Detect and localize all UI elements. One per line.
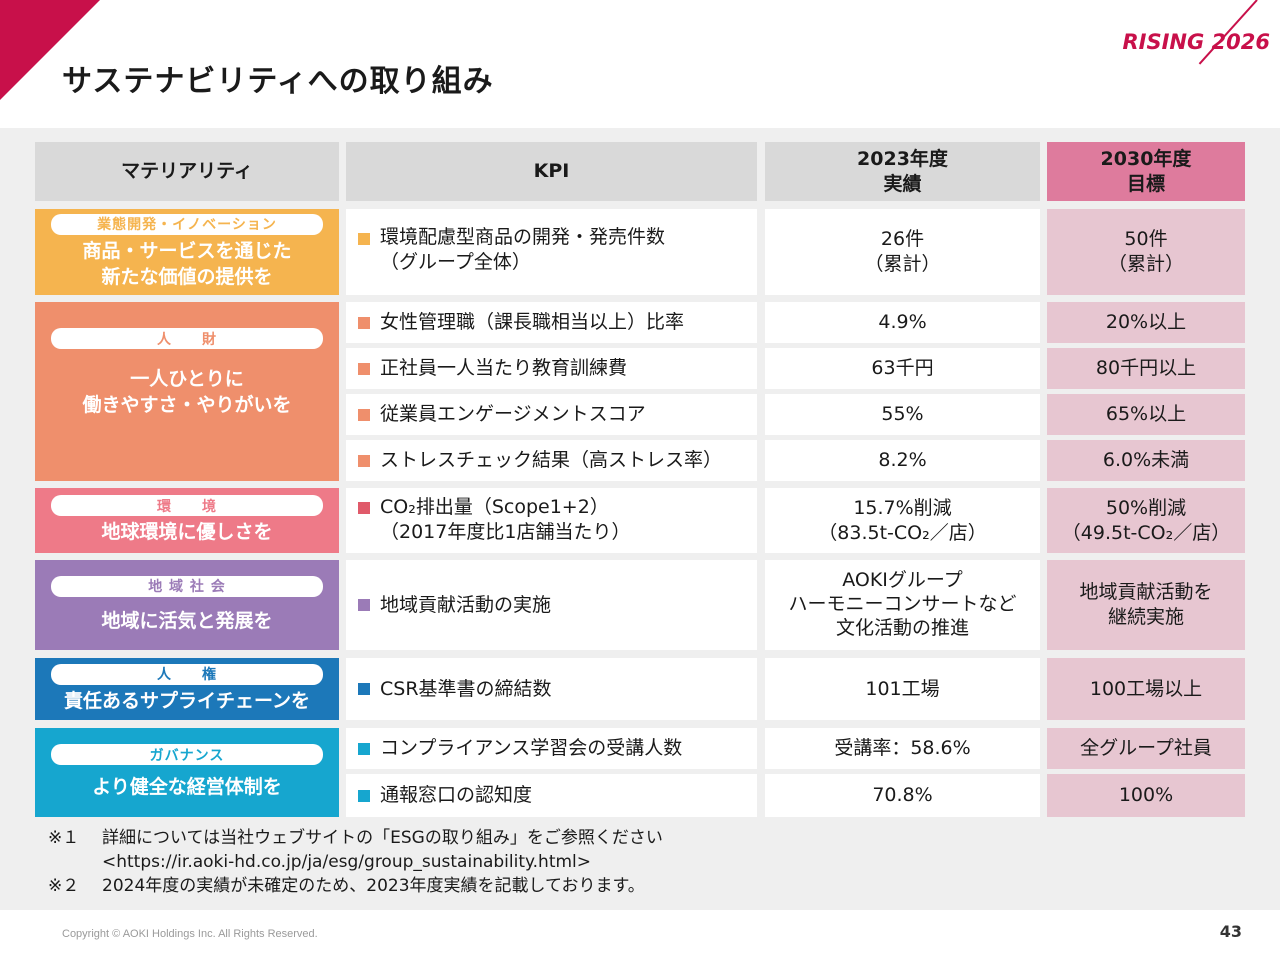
header-materiality: マテリアリティ	[35, 142, 339, 201]
category-community: 地 域 社 会 地域に活気と発展を	[35, 560, 339, 650]
table-row-kpi: 女性管理職（課長職相当以上）比率	[346, 302, 757, 343]
table-row-target: 20%以上	[1047, 302, 1245, 343]
kpi-text: 環境配慮型商品の開発・発売件数 （グループ全体）	[380, 226, 666, 273]
bullet-square-icon	[358, 362, 370, 375]
table-row-target: 65%以上	[1047, 394, 1245, 435]
kpi-text: コンプライアンス学習会の受講人数	[380, 737, 683, 760]
table-row-kpi: 地域貢献活動の実施	[346, 560, 757, 650]
category-environment: 環 境 地球環境に優しさを	[35, 488, 339, 553]
table-row-kpi: 環境配慮型商品の開発・発売件数 （グループ全体）	[346, 209, 757, 295]
category-governance: ガバナンス より健全な経営体制を	[35, 728, 339, 817]
table-row-target: 6.0%未満	[1047, 440, 1245, 481]
table-row-target: 50%削減 （49.5t-CO₂／店）	[1047, 488, 1245, 553]
table-row-target: 地域貢献活動を 継続実施	[1047, 560, 1245, 650]
table-row-target: 80千円以上	[1047, 348, 1245, 389]
kpi-text: 正社員一人当たり教育訓練費	[380, 357, 628, 380]
table-row-target: 100工場以上	[1047, 658, 1245, 720]
corner-accent-triangle	[0, 0, 100, 100]
table-row-actual: 101工場	[765, 658, 1040, 720]
category-label: 一人ひとりに 働きやすさ・やりがいを	[82, 368, 292, 416]
category-label: より健全な経営体制を	[92, 776, 282, 799]
category-human-resources: 人 財 一人ひとりに 働きやすさ・やりがいを	[35, 302, 339, 481]
bullet-square-icon	[358, 599, 370, 611]
footnote-mark: ※２	[48, 876, 80, 896]
footnote-text: 2024年度の実績が未確定のため、2023年度実績を記載しております。	[102, 876, 645, 896]
category-tag: ガバナンス	[51, 744, 323, 766]
table-row-target: 50件 （累計）	[1047, 209, 1245, 295]
table-row-kpi: 通報窓口の認知度	[346, 774, 757, 817]
table-row-actual: 8.2%	[765, 440, 1040, 481]
brand-logo: RISING 2026	[1122, 30, 1271, 54]
footnote-link[interactable]: <https://ir.aoki-hd.co.jp/ja/esg/group_s…	[102, 852, 592, 872]
category-tag: 地 域 社 会	[51, 575, 323, 597]
table-row-actual: 受講率：58.6%	[765, 728, 1040, 769]
bullet-square-icon	[358, 742, 370, 755]
category-tag: 業態開発・イノベーション	[51, 213, 323, 235]
table-row-target: 100%	[1047, 774, 1245, 817]
table-row-kpi: コンプライアンス学習会の受講人数	[346, 728, 757, 769]
footnote-2: ※２ 2024年度の実績が未確定のため、2023年度実績を記載しております。	[48, 874, 663, 898]
kpi-text: 通報窓口の認知度	[380, 784, 533, 807]
category-label: 地球環境に優しさを	[101, 521, 273, 544]
header-target-2030: 2030年度 目標	[1047, 142, 1245, 201]
footnote-1: ※１ 詳細については当社ウェブサイトの「ESGの取り組み」をご参照ください	[48, 826, 663, 850]
category-label: 商品・サービスを通じた 新たな価値の提供を	[82, 239, 292, 288]
kpi-text: ストレスチェック結果（高ストレス率）	[380, 449, 723, 472]
bullet-square-icon	[358, 683, 370, 695]
table-row-actual: 55%	[765, 394, 1040, 435]
category-tag: 環 境	[51, 495, 323, 517]
copyright-text: Copyright © AOKI Holdings Inc. All Right…	[62, 928, 318, 940]
table-row-kpi: 従業員エンゲージメントスコア	[346, 394, 757, 435]
kpi-text: CO₂排出量（Scope1+2） （2017年度比1店舗当たり）	[380, 496, 631, 543]
table-row-actual: 4.9%	[765, 302, 1040, 343]
category-label: 責任あるサプライチェーンを	[63, 689, 311, 712]
bullet-square-icon	[358, 316, 370, 329]
table-row-kpi: 正社員一人当たり教育訓練費	[346, 348, 757, 389]
kpi-text: CSR基準書の締結数	[380, 677, 552, 700]
footnote-mark	[48, 850, 102, 874]
bullet-square-icon	[358, 408, 370, 421]
table-row-kpi: CO₂排出量（Scope1+2） （2017年度比1店舗当たり）	[346, 488, 757, 553]
footnote-mark: ※１	[48, 828, 80, 848]
table-row-kpi: CSR基準書の締結数	[346, 658, 757, 720]
footnote-text: 詳細については当社ウェブサイトの「ESGの取り組み」をご参照ください	[102, 828, 663, 848]
bullet-square-icon	[358, 233, 370, 245]
footnote-url: <https://ir.aoki-hd.co.jp/ja/esg/group_s…	[48, 850, 663, 874]
bullet-square-icon	[358, 454, 370, 467]
category-tag: 人 権	[51, 663, 323, 685]
table-row-target: 全グループ社員	[1047, 728, 1245, 769]
page-number: 43	[1219, 922, 1242, 941]
kpi-text: 地域貢献活動の実施	[380, 593, 552, 616]
table-row-actual: 70.8%	[765, 774, 1040, 817]
table-row-kpi: ストレスチェック結果（高ストレス率）	[346, 440, 757, 481]
table-row-actual: 15.7%削減 （83.5t-CO₂／店）	[765, 488, 1040, 553]
kpi-text: 従業員エンゲージメントスコア	[380, 403, 646, 426]
footnotes: ※１ 詳細については当社ウェブサイトの「ESGの取り組み」をご参照ください <h…	[48, 826, 663, 898]
category-innovation: 業態開発・イノベーション 商品・サービスを通じた 新たな価値の提供を	[35, 209, 339, 295]
kpi-text: 女性管理職（課長職相当以上）比率	[380, 311, 685, 334]
category-tag: 人 財	[51, 328, 323, 349]
bullet-square-icon	[358, 789, 370, 802]
table-row-actual: AOKIグループ ハーモニーコンサートなど 文化活動の推進	[765, 560, 1040, 650]
category-human-rights: 人 権 責任あるサプライチェーンを	[35, 658, 339, 720]
page-title: サステナビリティへの取り組み	[62, 64, 494, 99]
header-kpi: KPI	[346, 142, 757, 201]
table-row-actual: 26件 （累計）	[765, 209, 1040, 295]
category-label: 地域に活気と発展を	[101, 609, 273, 632]
header-actual-2023: 2023年度 実績	[765, 142, 1040, 201]
table-row-actual: 63千円	[765, 348, 1040, 389]
bullet-square-icon	[358, 502, 370, 514]
